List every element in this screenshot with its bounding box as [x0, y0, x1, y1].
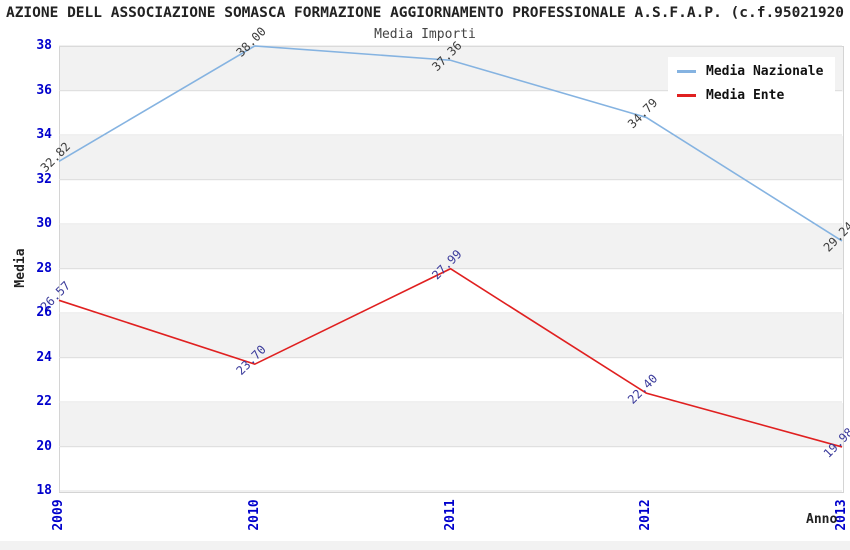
data-point-label: 22.40	[625, 371, 660, 406]
legend-line-swatch-blue	[677, 70, 696, 73]
data-point-label: 27.99	[429, 247, 464, 282]
y-tick-label: 34	[36, 127, 52, 142]
legend-label: Media Nazionale	[706, 64, 824, 79]
x-tick-label: 2009	[51, 499, 66, 531]
y-axis-title: Media	[13, 248, 28, 288]
series-line-media-ente	[58, 267, 843, 448]
y-tick-label: 22	[36, 394, 52, 409]
legend-item-media-ente: Media Ente	[677, 88, 823, 103]
y-tick-label: 28	[36, 260, 52, 276]
y-tick-label: 26	[36, 305, 52, 320]
x-tick-label: 2012	[638, 499, 654, 531]
y-tick-label: 20	[36, 438, 52, 454]
bottom-margin-strip	[0, 541, 850, 550]
data-point-label: 38.00	[233, 24, 268, 59]
x-tick-label: 2011	[442, 499, 458, 531]
y-tick-label: 32	[36, 171, 52, 187]
chart-subtitle: Media Importi	[374, 27, 476, 42]
x-tick-label: 2010	[246, 499, 262, 531]
x-axis-title: Anno	[806, 512, 838, 527]
y-tick-label: 30	[36, 216, 52, 231]
chart-title: AZIONE DELL ASSOCIAZIONE SOMASCA FORMAZI…	[5, 5, 845, 21]
y-tick-label: 38	[36, 38, 52, 53]
y-tick-label: 24	[36, 349, 52, 365]
legend-item-media-nazionale: Media Nazionale	[677, 64, 823, 79]
data-point-label: 32.82	[38, 139, 73, 174]
legend-label: Media Ente	[706, 88, 785, 103]
legend: Media Nazionale Media Ente	[668, 57, 836, 110]
y-tick-label: 18	[36, 483, 52, 498]
series-line-media-nazionale	[58, 45, 843, 242]
data-point-label: 37.36	[429, 38, 464, 73]
legend-line-swatch-red	[677, 94, 696, 97]
y-tick-label: 36	[36, 82, 52, 98]
